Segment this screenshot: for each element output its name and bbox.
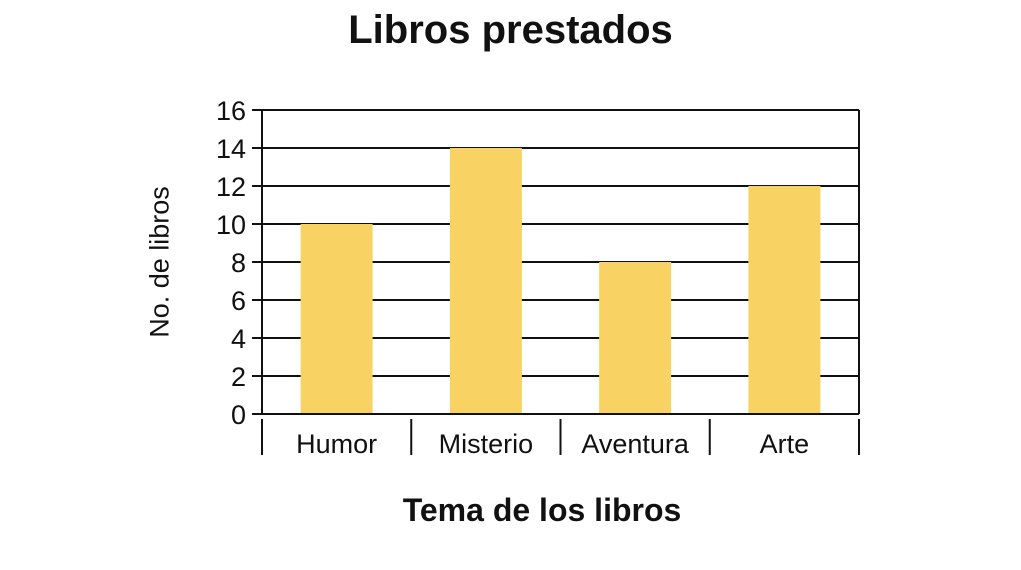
- bar-humor: [300, 224, 373, 414]
- y-tick-label: 0: [231, 400, 246, 430]
- bar-misterio: [449, 148, 522, 414]
- chart-title: Libros prestados: [348, 8, 673, 52]
- x-tick-label-aventura: Aventura: [581, 429, 690, 459]
- x-tick-label-arte: Arte: [760, 429, 810, 459]
- x-tick-label-humor: Humor: [296, 429, 377, 459]
- x-tick-label-misterio: Misterio: [439, 429, 534, 459]
- y-tick-label: 4: [231, 324, 246, 354]
- y-tick-label: 6: [231, 286, 246, 316]
- bar-arte: [748, 186, 821, 414]
- y-tick-label: 2: [231, 362, 246, 392]
- x-axis-label: Tema de los libros: [402, 492, 682, 528]
- y-tick-label: 12: [216, 172, 246, 202]
- y-tick-label: 16: [216, 96, 246, 126]
- bar-aventura: [599, 262, 672, 414]
- y-tick-label: 8: [231, 248, 246, 278]
- y-tick-label: 10: [216, 210, 246, 240]
- y-tick-label: 14: [216, 134, 246, 164]
